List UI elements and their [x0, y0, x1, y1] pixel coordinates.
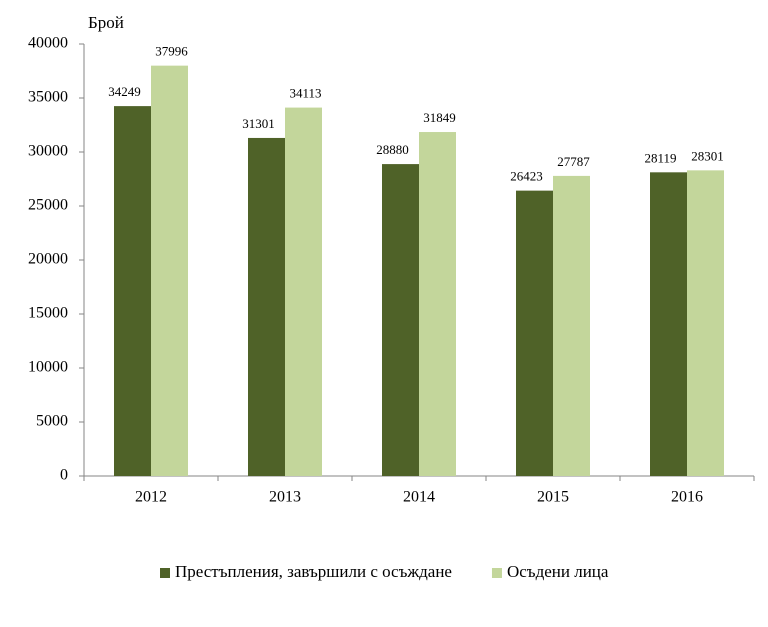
bar — [248, 137, 285, 476]
legend-swatch — [160, 568, 170, 578]
y-tick-label: 5000 — [36, 413, 68, 430]
value-label: 28119 — [644, 150, 676, 165]
legend-label: Престъпления, завършили с осъждане — [175, 562, 452, 581]
y-tick-label: 20000 — [28, 251, 68, 268]
x-tick-label: 2015 — [537, 489, 569, 506]
value-label: 34249 — [108, 84, 141, 99]
x-tick-label: 2013 — [269, 489, 301, 506]
y-tick-label: 35000 — [28, 89, 68, 106]
bar — [650, 172, 687, 476]
value-label: 28301 — [691, 148, 724, 163]
y-axis-label: Брой — [88, 13, 124, 32]
bar — [285, 107, 322, 477]
value-label: 28880 — [376, 142, 409, 157]
y-tick-label: 40000 — [28, 35, 68, 52]
value-label: 27787 — [557, 154, 590, 169]
y-tick-label: 15000 — [28, 305, 68, 322]
bar — [553, 175, 590, 477]
y-tick-label: 25000 — [28, 197, 68, 214]
bar — [382, 164, 419, 476]
bar — [419, 132, 456, 476]
x-tick-label: 2012 — [135, 489, 167, 506]
legend-swatch — [491, 568, 502, 578]
legend-label: Осъдени лица — [507, 562, 609, 581]
bar — [516, 190, 553, 477]
x-tick-label: 2016 — [671, 489, 703, 506]
y-tick-label: 30000 — [28, 143, 68, 160]
value-label: 26423 — [510, 169, 543, 184]
value-label: 34113 — [289, 86, 321, 101]
value-label: 31301 — [242, 116, 275, 131]
bar — [114, 106, 151, 476]
y-tick-label: 10000 — [28, 359, 68, 376]
bar — [151, 65, 188, 477]
value-label: 37996 — [155, 44, 188, 59]
value-label: 31849 — [423, 110, 456, 125]
y-tick-label: 0 — [60, 467, 68, 484]
bar — [687, 170, 724, 477]
x-tick-label: 2014 — [403, 489, 435, 506]
